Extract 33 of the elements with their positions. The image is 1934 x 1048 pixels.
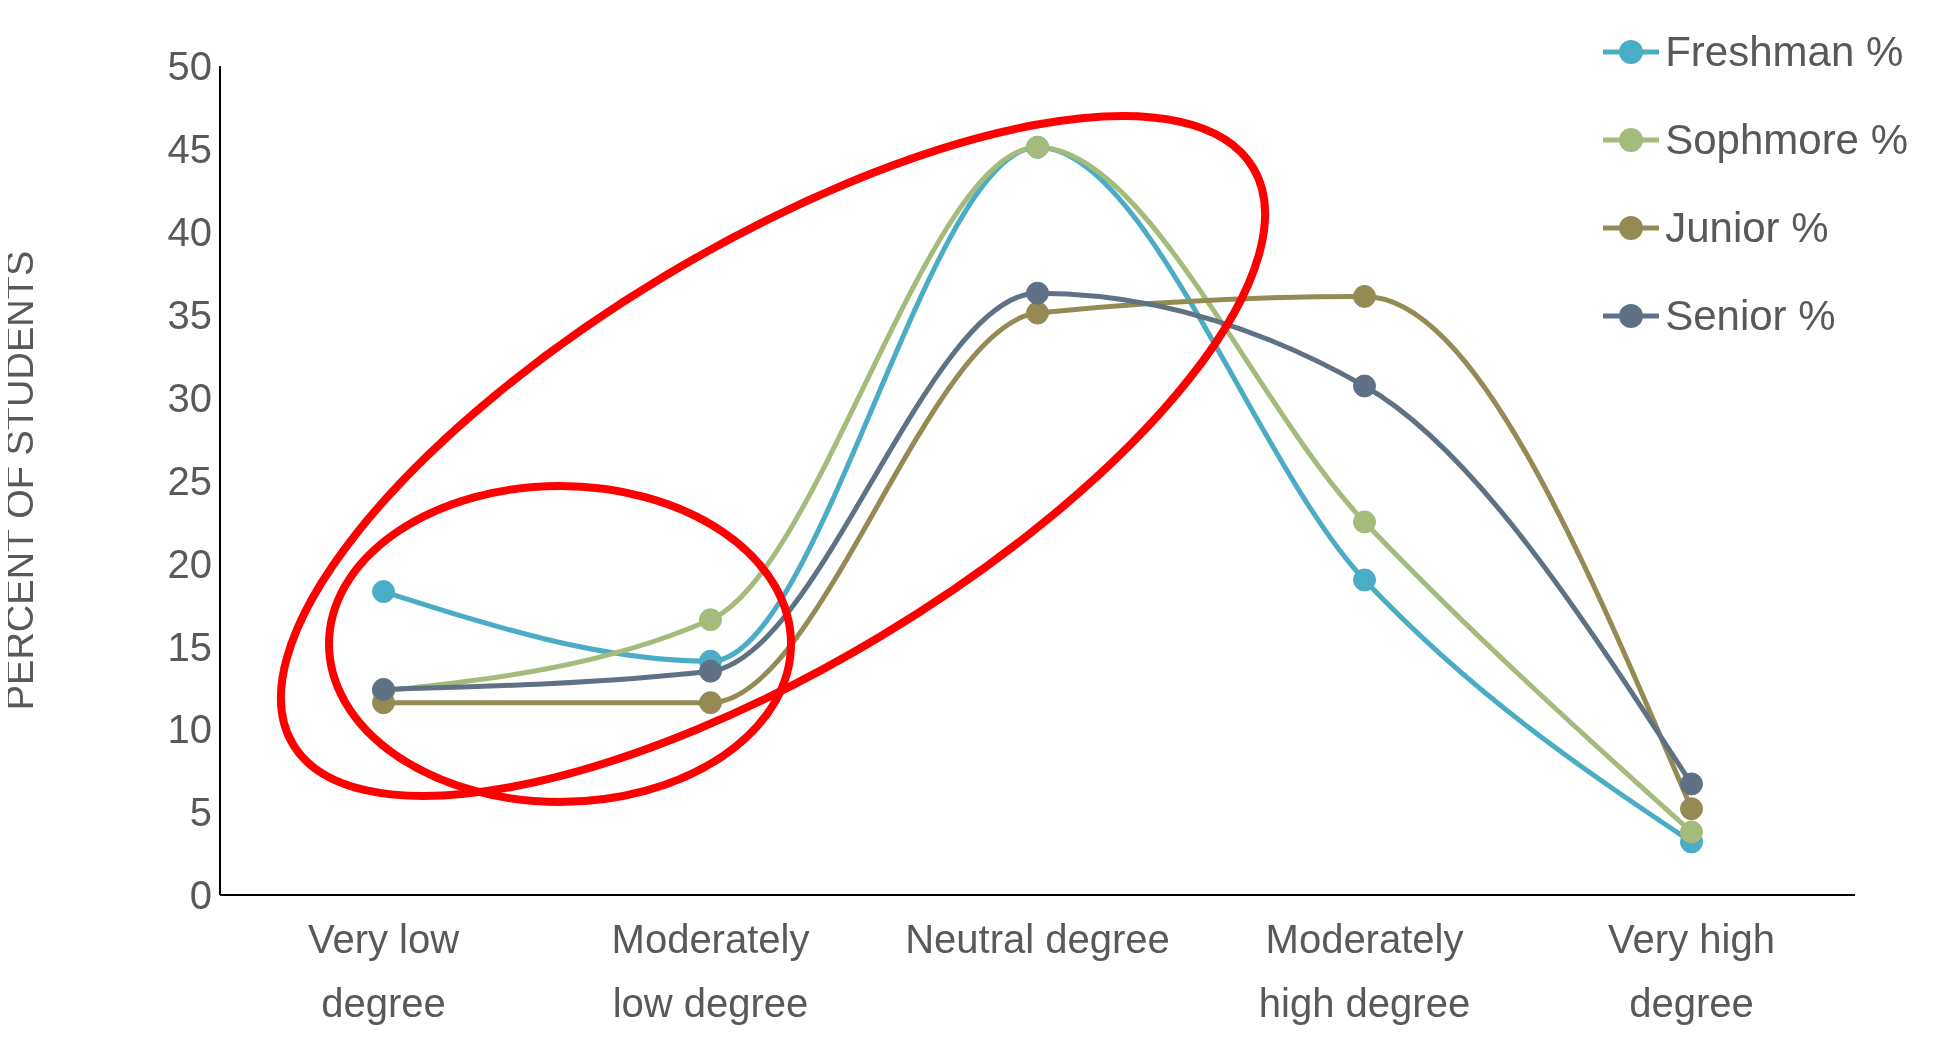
point: [1680, 820, 1703, 844]
point: [699, 659, 722, 683]
legend-label: Freshman %: [1665, 28, 1904, 76]
point: [1026, 301, 1049, 325]
legend-label: Sophmore %: [1665, 116, 1908, 164]
x-tick-label: Moderately low degree: [611, 917, 810, 1025]
y-tick-label: 45: [167, 127, 212, 172]
x-tick-label: Moderately high degree: [1258, 917, 1471, 1025]
point: [1353, 284, 1376, 308]
y-tick-label: 50: [167, 44, 212, 89]
y-tick-label: 5: [189, 790, 212, 835]
point: [1680, 797, 1703, 821]
point: [372, 580, 395, 604]
x-tick-label: Neutral degree: [905, 917, 1170, 961]
y-tick-label: 10: [167, 707, 212, 752]
legend-label: Senior %: [1665, 292, 1836, 340]
point: [699, 691, 722, 715]
point: [1353, 568, 1376, 592]
y-tick-label: 20: [167, 541, 212, 586]
y-tick-label: 0: [189, 873, 212, 918]
y-tick-label: 40: [167, 210, 212, 254]
y-tick-label: 25: [167, 458, 212, 503]
point: [1353, 510, 1376, 534]
x-tick-label: Very high degree: [1608, 917, 1775, 1025]
y-tick-label: 15: [167, 624, 212, 669]
y-tick-label: 30: [167, 375, 212, 420]
legend-label: Junior %: [1665, 204, 1829, 252]
point: [699, 608, 722, 632]
y-tick-label: 35: [167, 292, 212, 337]
point: [1680, 772, 1703, 796]
point: [1026, 281, 1049, 305]
x-tick-label: Very low degree: [307, 917, 460, 1025]
point: [1353, 374, 1376, 398]
